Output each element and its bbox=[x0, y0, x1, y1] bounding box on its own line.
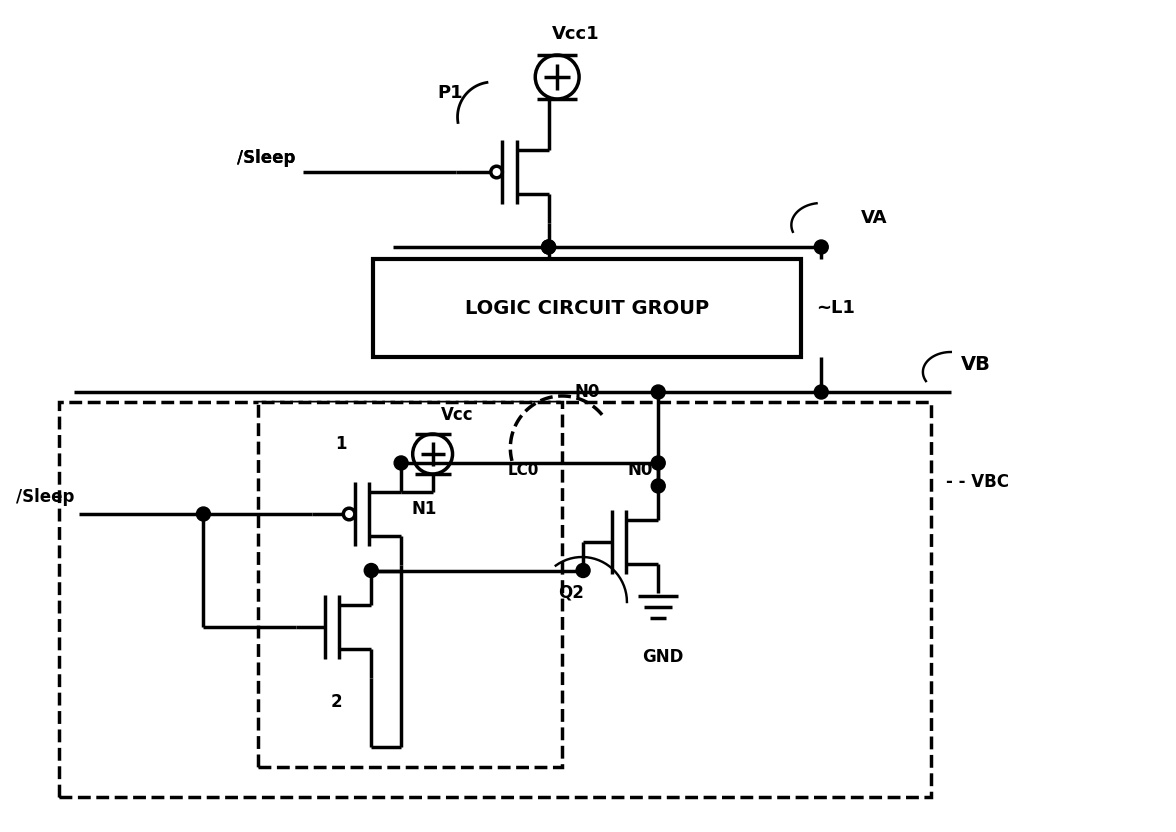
Text: LC0: LC0 bbox=[507, 463, 539, 478]
Text: N1: N1 bbox=[412, 500, 436, 518]
Circle shape bbox=[196, 507, 211, 521]
Bar bbox=[373, 259, 801, 357]
Text: 1: 1 bbox=[335, 435, 346, 453]
Circle shape bbox=[542, 240, 555, 254]
Circle shape bbox=[652, 456, 666, 470]
Circle shape bbox=[814, 385, 828, 399]
Circle shape bbox=[365, 563, 379, 577]
Text: Q2: Q2 bbox=[559, 583, 584, 601]
Text: - - VBC: - - VBC bbox=[946, 473, 1009, 491]
Text: /Sleep: /Sleep bbox=[236, 149, 295, 167]
Text: P1: P1 bbox=[437, 84, 462, 102]
Circle shape bbox=[576, 563, 590, 577]
Text: VA: VA bbox=[861, 209, 888, 227]
Circle shape bbox=[652, 479, 666, 493]
Circle shape bbox=[394, 456, 408, 470]
Text: /Sleep: /Sleep bbox=[236, 149, 295, 167]
Text: Vcc1: Vcc1 bbox=[553, 25, 600, 43]
Text: LOGIC CIRCUIT GROUP: LOGIC CIRCUIT GROUP bbox=[465, 299, 709, 318]
Circle shape bbox=[542, 240, 555, 254]
Circle shape bbox=[652, 385, 666, 399]
Text: /Sleep: /Sleep bbox=[15, 488, 74, 506]
Text: N0: N0 bbox=[574, 383, 600, 401]
Bar bbox=[259, 402, 562, 767]
Bar bbox=[59, 402, 931, 797]
Text: GND: GND bbox=[642, 648, 684, 666]
Text: N0: N0 bbox=[628, 461, 653, 479]
Text: Vcc: Vcc bbox=[441, 406, 473, 424]
Text: VB: VB bbox=[961, 355, 990, 374]
Text: ~L1: ~L1 bbox=[816, 299, 855, 317]
Text: 2: 2 bbox=[330, 693, 342, 711]
Circle shape bbox=[814, 240, 828, 254]
